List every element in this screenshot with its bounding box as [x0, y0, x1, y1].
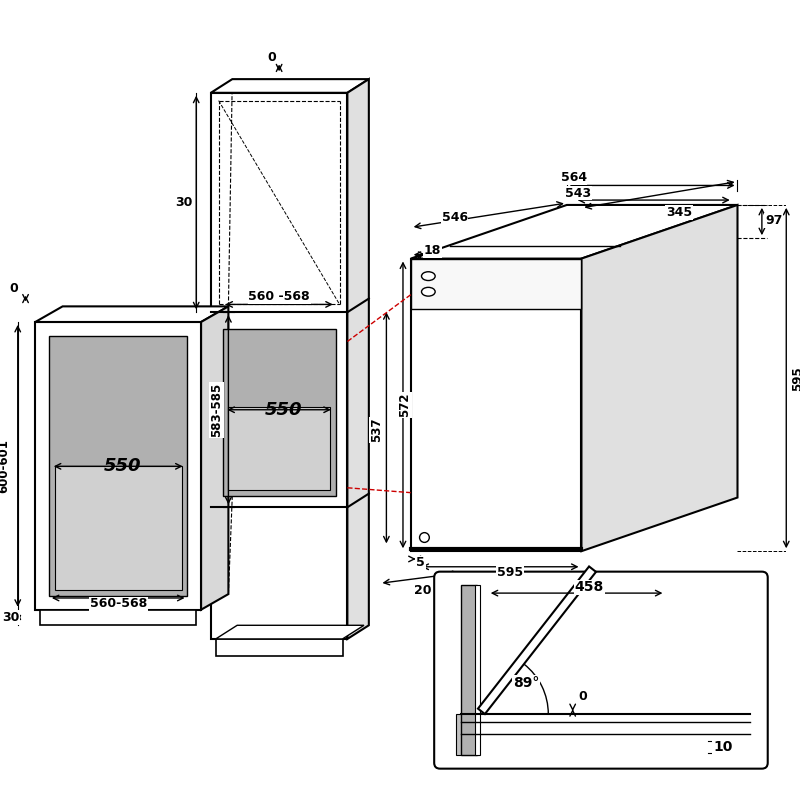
Bar	[49, 336, 187, 596]
Polygon shape	[347, 79, 369, 639]
Text: 550: 550	[266, 401, 302, 418]
Text: 560 -568: 560 -568	[248, 290, 310, 303]
Bar	[55, 466, 182, 590]
Polygon shape	[478, 566, 596, 714]
Text: 458: 458	[574, 580, 604, 594]
Ellipse shape	[422, 272, 435, 281]
Bar	[222, 329, 336, 495]
Bar	[462, 586, 477, 755]
Text: 5: 5	[416, 556, 425, 570]
Text: 583-585: 583-585	[210, 382, 223, 437]
Text: 20: 20	[414, 584, 431, 597]
Bar	[410, 258, 582, 310]
Text: 537: 537	[370, 418, 383, 442]
Text: 89°: 89°	[513, 676, 539, 690]
Text: 18: 18	[423, 244, 441, 258]
Ellipse shape	[422, 287, 435, 296]
Bar	[475, 586, 480, 755]
Bar	[40, 610, 196, 626]
Text: 0: 0	[578, 690, 587, 703]
Text: 595: 595	[791, 366, 800, 391]
Bar	[216, 639, 342, 657]
Polygon shape	[582, 205, 738, 551]
Text: 0: 0	[267, 51, 276, 64]
Polygon shape	[211, 79, 369, 93]
Bar	[229, 407, 330, 490]
Circle shape	[419, 533, 430, 542]
Bar	[211, 93, 347, 639]
Text: 572: 572	[398, 393, 411, 417]
Bar	[410, 258, 582, 551]
Bar	[456, 714, 479, 755]
Text: 10: 10	[713, 740, 733, 754]
Polygon shape	[410, 205, 738, 258]
Text: 564: 564	[561, 171, 586, 184]
Text: 30: 30	[2, 611, 20, 624]
Polygon shape	[216, 626, 364, 639]
Text: 546: 546	[442, 211, 468, 224]
Text: 543: 543	[566, 186, 591, 200]
Polygon shape	[201, 306, 229, 610]
Text: 30: 30	[175, 196, 192, 209]
Text: 97: 97	[765, 214, 782, 227]
Text: 600-601: 600-601	[0, 439, 10, 494]
Text: 0: 0	[10, 282, 18, 295]
Text: 345: 345	[666, 206, 692, 219]
FancyBboxPatch shape	[434, 572, 768, 769]
Text: 560-568: 560-568	[90, 598, 147, 610]
Polygon shape	[35, 306, 229, 322]
Text: 595: 595	[497, 566, 523, 579]
Bar	[35, 322, 201, 610]
Text: 550: 550	[103, 458, 141, 475]
